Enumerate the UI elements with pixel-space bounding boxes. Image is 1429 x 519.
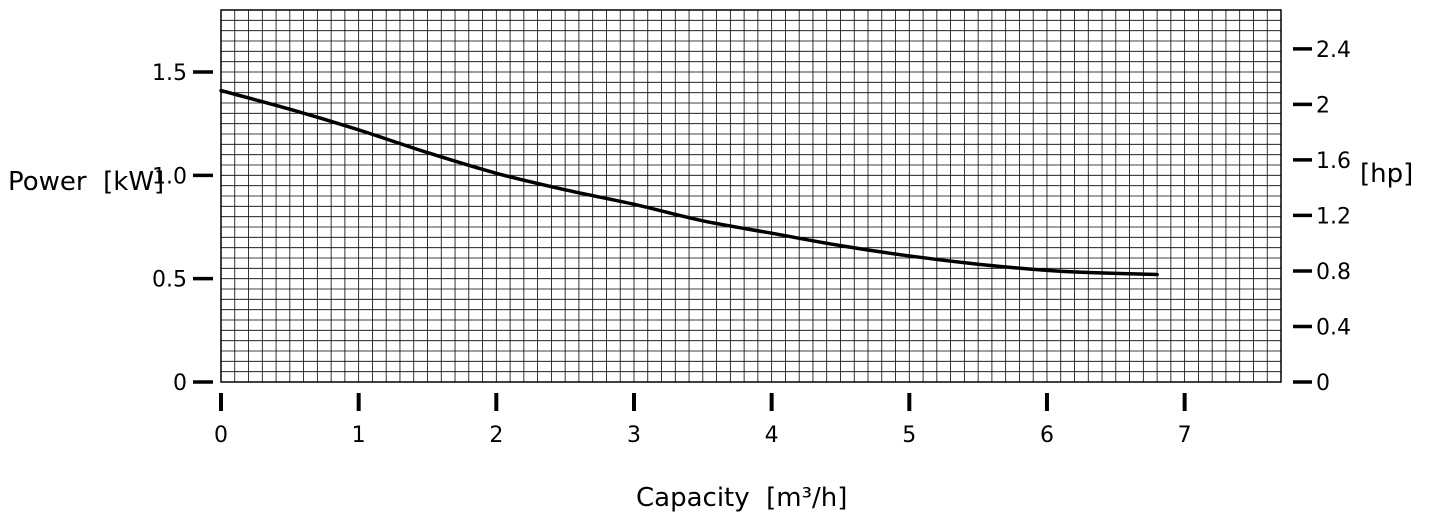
y2-tick-label: 2.4 — [1316, 38, 1351, 63]
x-tick-label: 2 — [489, 423, 503, 448]
y2-tick-label: 1.2 — [1316, 204, 1351, 229]
x-tick-label: 4 — [765, 423, 779, 448]
x-axis-title: Capacity [m³/h] — [636, 483, 847, 513]
chart-grid — [221, 10, 1281, 382]
y-axis-title: Power [kW] — [8, 167, 164, 197]
y-tick-label: 0.5 — [152, 268, 187, 293]
x-tick-label: 7 — [1178, 423, 1192, 448]
x-tick-label: 5 — [902, 423, 916, 448]
y-tick-label: 1.0 — [152, 164, 187, 189]
y2-tick-label: 2 — [1316, 93, 1330, 118]
y2-tick-label: 1.6 — [1316, 149, 1351, 174]
y-axis-right: 0 0.4 0.8 1.2 1.6 2 2.4 — [1293, 38, 1351, 396]
y2-tick-label: 0.8 — [1316, 260, 1351, 285]
series-group — [219, 88, 1159, 277]
x-tick-label: 6 — [1040, 423, 1054, 448]
y-tick-label: 1.5 — [152, 61, 187, 86]
y-tick-label: 0 — [173, 371, 187, 396]
x-tick-label: 3 — [627, 423, 641, 448]
y2-tick-label: 0.4 — [1316, 315, 1351, 340]
y2-tick-label: 0 — [1316, 371, 1330, 396]
x-tick-label: 0 — [214, 423, 228, 448]
x-axis: 0 1 2 3 4 5 6 7 — [214, 393, 1192, 448]
y2-axis-title: [hp] — [1360, 159, 1413, 189]
x-tick-label: 1 — [352, 423, 366, 448]
series-line-0 — [219, 88, 1159, 277]
plot-frame — [220, 9, 1282, 383]
y-axis-left: 0 0.5 1.0 1.5 — [152, 61, 213, 396]
